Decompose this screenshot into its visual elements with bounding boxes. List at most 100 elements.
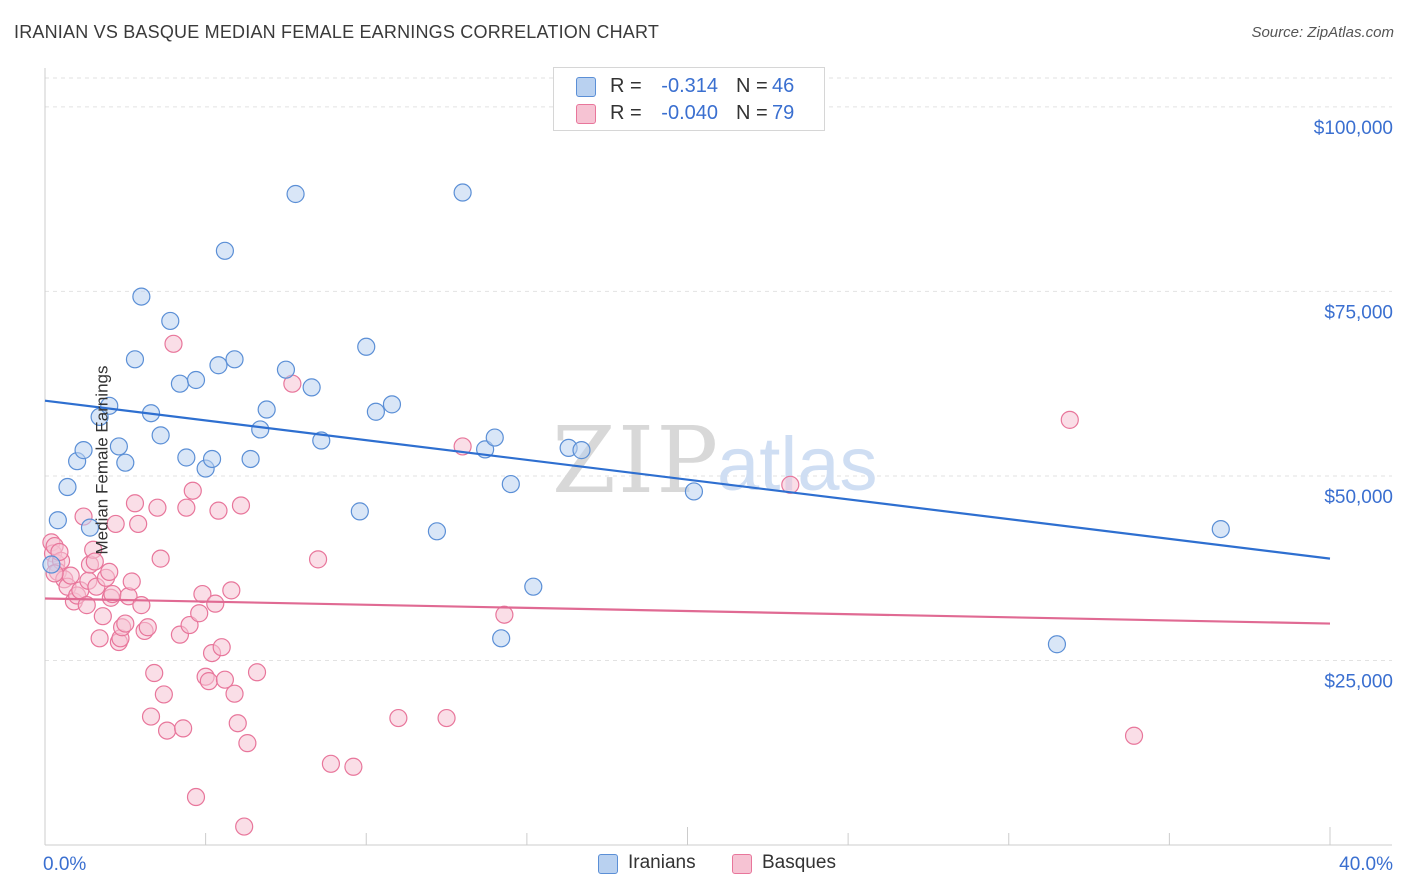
r-value: -0.314 bbox=[661, 75, 718, 97]
iranians-point bbox=[357, 337, 376, 356]
iranians-point bbox=[286, 184, 305, 204]
basques-point bbox=[106, 514, 125, 534]
iranians-swatch bbox=[576, 77, 596, 97]
iranians-point bbox=[161, 311, 180, 331]
basques-point bbox=[206, 594, 225, 613]
basques-point bbox=[145, 663, 164, 683]
basques-point bbox=[1060, 410, 1079, 429]
y-axis-label: Median Female Earnings bbox=[92, 365, 112, 555]
iranians-point bbox=[80, 518, 100, 537]
basques-point bbox=[225, 684, 244, 703]
iranians-point bbox=[1211, 519, 1230, 539]
basques-point bbox=[77, 596, 96, 615]
basques-point bbox=[199, 672, 218, 691]
basques-point bbox=[389, 708, 408, 728]
chart-source: Source: ZipAtlas.com bbox=[1251, 24, 1394, 41]
basques-point bbox=[215, 670, 234, 689]
basques-point bbox=[154, 685, 173, 704]
n-label: N = bbox=[736, 102, 768, 124]
iranians-point bbox=[170, 374, 190, 393]
iranians-point bbox=[132, 287, 151, 306]
iranians-point bbox=[501, 474, 520, 494]
iranians-point bbox=[116, 453, 135, 472]
n-value: 46 bbox=[772, 75, 795, 97]
basques-point bbox=[190, 604, 209, 623]
basques-point bbox=[308, 550, 328, 569]
iranians-point bbox=[186, 370, 206, 390]
iranians-point bbox=[215, 241, 234, 260]
watermark-atlas: atlas bbox=[717, 422, 878, 507]
basques-point bbox=[164, 334, 183, 353]
iranians-point bbox=[109, 437, 128, 456]
basques-point bbox=[116, 614, 135, 633]
basques-point bbox=[177, 498, 196, 517]
iranians-point bbox=[241, 449, 260, 469]
basques-point bbox=[93, 607, 112, 626]
tick-labels: $25,000 $50,000 $75,000 $100,000 0.0% 40.0% bbox=[43, 118, 1393, 875]
iranians-point bbox=[42, 555, 61, 574]
iranians-point bbox=[257, 400, 276, 419]
y-tick-label: $75,000 bbox=[1324, 302, 1393, 323]
x-tick-label-right: 40.0% bbox=[1339, 854, 1393, 875]
iranians-point bbox=[74, 441, 93, 460]
r-value: -0.040 bbox=[661, 102, 718, 124]
legend-label-iranians: Iranians bbox=[628, 852, 696, 873]
grid bbox=[45, 77, 1392, 661]
basques-point bbox=[228, 714, 247, 733]
iranians-point bbox=[366, 402, 385, 421]
iranians-point bbox=[453, 183, 472, 202]
iranians-point bbox=[302, 378, 321, 397]
y-tick-label: $50,000 bbox=[1324, 487, 1393, 508]
basques-trend-line bbox=[44, 597, 1331, 625]
iranians-point bbox=[382, 395, 402, 414]
iranians-point bbox=[427, 522, 447, 541]
n-value: 79 bbox=[772, 102, 795, 124]
trend-lines bbox=[44, 399, 1331, 625]
basques-point bbox=[344, 757, 363, 776]
basques-point bbox=[321, 754, 341, 773]
r-label: R = bbox=[610, 102, 642, 124]
basques-point bbox=[209, 501, 228, 520]
x-tick-label-left: 0.0% bbox=[43, 854, 86, 875]
basques-point bbox=[235, 817, 254, 836]
basques-point bbox=[183, 481, 202, 500]
iranians-point bbox=[312, 431, 331, 450]
basques-point bbox=[174, 719, 193, 738]
iranians-point bbox=[492, 629, 511, 648]
r-label: R = bbox=[610, 75, 642, 97]
basques-point bbox=[125, 494, 145, 513]
basques-point bbox=[437, 708, 456, 728]
iranians-point bbox=[276, 360, 296, 379]
iranians-point bbox=[485, 428, 504, 447]
basques-point bbox=[157, 721, 177, 740]
iranians-point bbox=[572, 441, 591, 460]
basques-point bbox=[141, 707, 161, 726]
y-tick-label: $25,000 bbox=[1324, 671, 1393, 692]
chart-title: IRANIAN VS BASQUE MEDIAN FEMALE EARNINGS… bbox=[14, 22, 660, 42]
basques-point bbox=[1124, 726, 1144, 745]
iranians-point bbox=[225, 350, 244, 369]
iranians-point bbox=[202, 449, 222, 469]
basques-point bbox=[212, 638, 231, 657]
stats-legend: R = -0.314 N = 46 R = -0.040 N = 79 bbox=[553, 67, 825, 131]
basques-point bbox=[129, 514, 148, 534]
iranians-point bbox=[1047, 635, 1067, 654]
iranians-point bbox=[524, 577, 543, 596]
basques-point bbox=[100, 562, 119, 582]
basques-point bbox=[85, 552, 104, 571]
iranians-point bbox=[58, 477, 77, 497]
basques-point bbox=[122, 572, 141, 591]
iranians-point bbox=[251, 420, 270, 439]
iranians-point bbox=[350, 502, 369, 521]
basques-point bbox=[61, 566, 80, 585]
iranians-swatch bbox=[598, 854, 618, 874]
basques-swatch bbox=[576, 104, 596, 124]
iranians-point bbox=[48, 511, 67, 530]
basques-point bbox=[138, 618, 157, 637]
iranians-point bbox=[125, 350, 145, 369]
y-tick-label: $100,000 bbox=[1314, 118, 1393, 139]
iranians-trend-line bbox=[44, 399, 1331, 560]
iranians-point bbox=[177, 448, 196, 467]
basques-point bbox=[148, 498, 167, 517]
